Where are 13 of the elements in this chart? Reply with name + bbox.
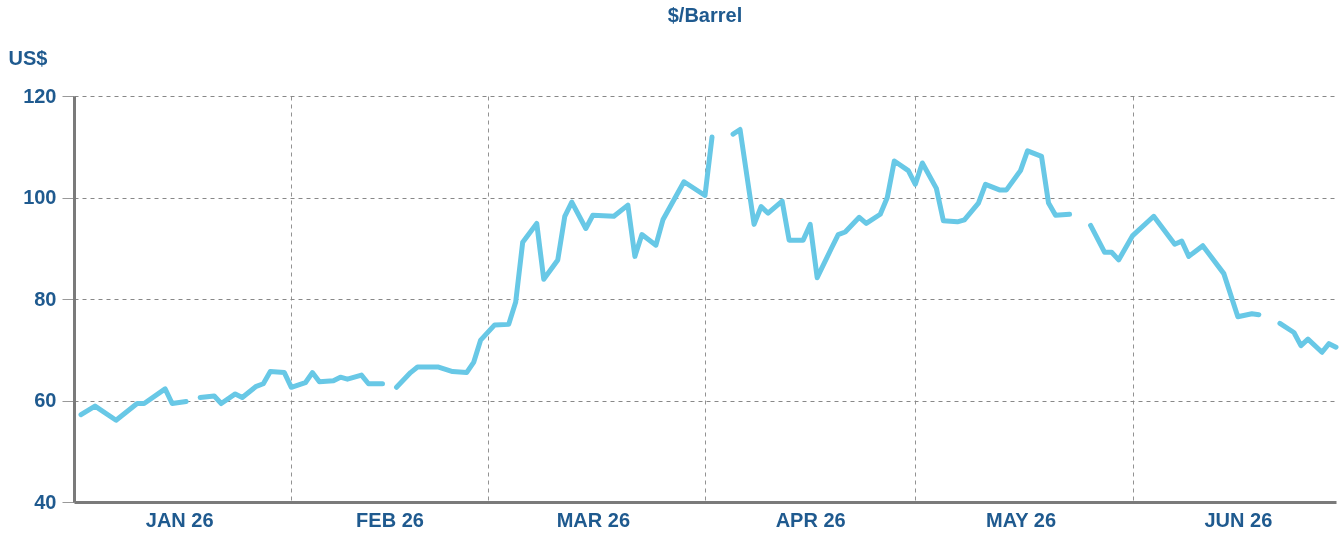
y-tick-label: 80	[34, 287, 57, 310]
y-tick-label: 40	[34, 490, 57, 513]
y-tick-label: 60	[34, 389, 57, 411]
x-tick-label: MAR 26	[556, 508, 630, 531]
y-axis-title: US$	[8, 46, 48, 69]
x-tick-label: APR 26	[775, 508, 846, 531]
x-tick-label: MAY 26	[985, 508, 1057, 531]
y-tick-label: 100	[23, 186, 57, 208]
chart-title: $/Barrel	[667, 4, 743, 26]
y-tick-label: 120	[23, 84, 57, 107]
x-tick-label: JUN 26	[1204, 508, 1273, 531]
x-tick-label: JAN 26	[145, 508, 214, 531]
x-tick-label: FEB 26	[356, 508, 424, 531]
